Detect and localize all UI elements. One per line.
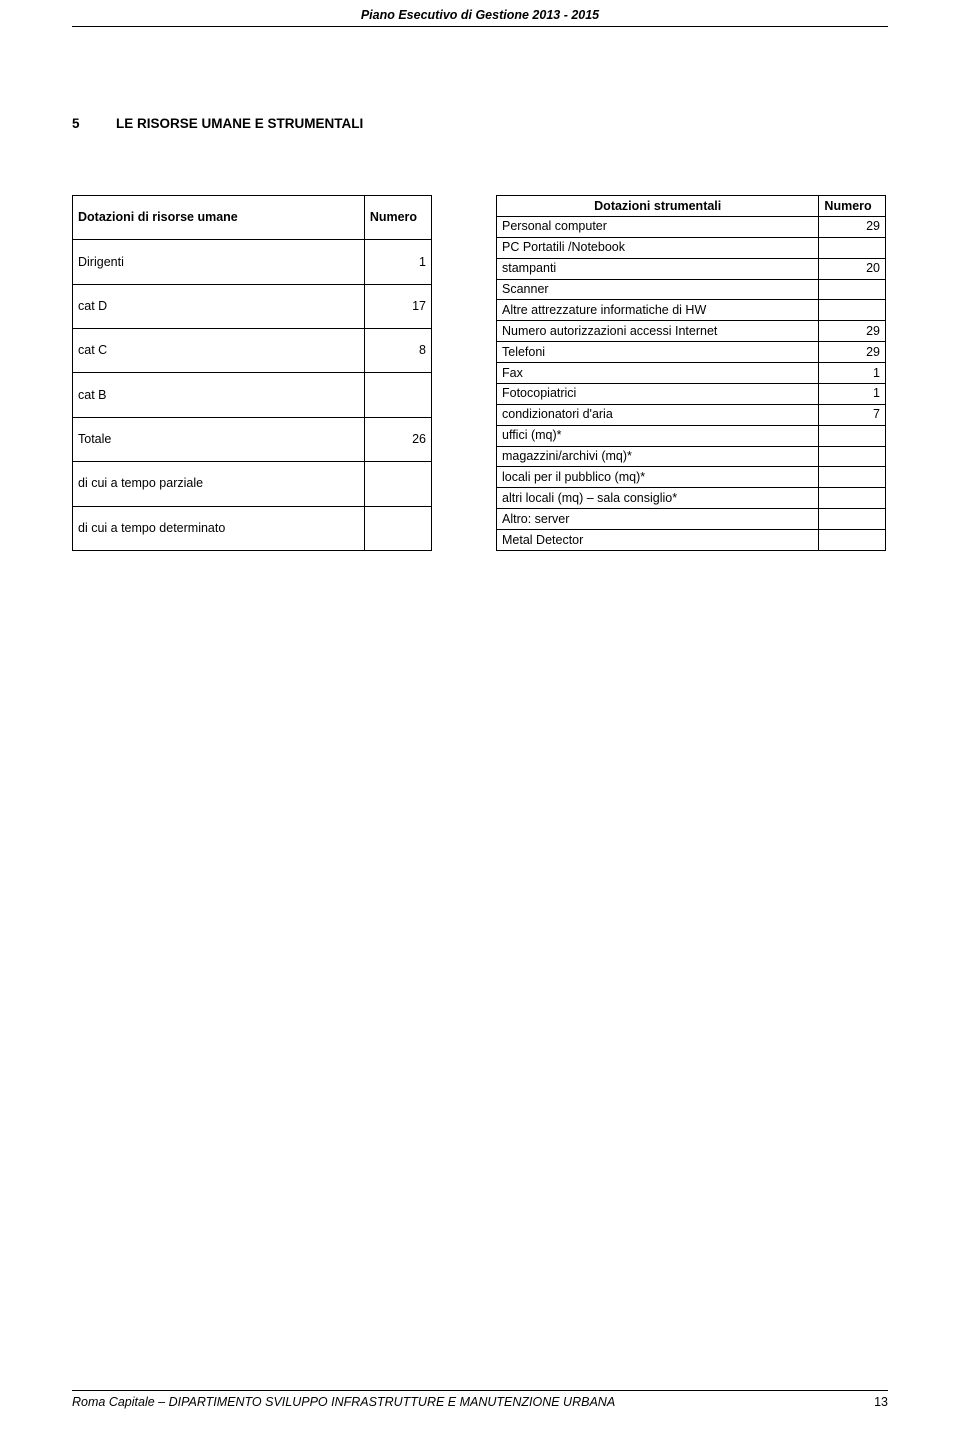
table-cell-label: di cui a tempo parziale — [73, 462, 365, 506]
table-cell-value — [819, 467, 886, 488]
footer-row: Roma Capitale – DIPARTIMENTO SVILUPPO IN… — [72, 1395, 888, 1409]
table-cell-label: Fotocopiatrici — [497, 383, 819, 404]
table-cell-label: altri locali (mq) – sala consiglio* — [497, 488, 819, 509]
table-cell-value — [364, 462, 431, 506]
section-title: LE RISORSE UMANE E STRUMENTALI — [116, 116, 363, 131]
table-cell-value: 8 — [364, 329, 431, 373]
table-body-left: Dirigenti1cat D17cat C8cat BTotale26di c… — [73, 240, 432, 551]
table-cell-value — [819, 509, 886, 530]
table-cell-value: 29 — [819, 342, 886, 363]
header-divider — [72, 26, 888, 27]
table-cell-label: di cui a tempo determinato — [73, 506, 365, 550]
table-cell-value: 20 — [819, 258, 886, 279]
table-row: Scanner — [497, 279, 886, 300]
table-header-row: Dotazioni strumentali Numero — [497, 196, 886, 217]
table-cell-label: Metal Detector — [497, 530, 819, 551]
table-body-right: Personal computer29PC Portatili /Noteboo… — [497, 216, 886, 550]
table-row: Dirigenti1 — [73, 240, 432, 284]
table-header-label: Dotazioni di risorse umane — [73, 196, 365, 240]
table-header-row: Dotazioni di risorse umane Numero — [73, 196, 432, 240]
table-cell-label: PC Portatili /Notebook — [497, 237, 819, 258]
table-row: di cui a tempo parziale — [73, 462, 432, 506]
page-header: Piano Esecutivo di Gestione 2013 - 2015 — [72, 0, 888, 32]
table-row: stampanti20 — [497, 258, 886, 279]
table-header-value: Numero — [819, 196, 886, 217]
table-cell-label: stampanti — [497, 258, 819, 279]
table-cell-value — [364, 373, 431, 417]
table-cell-value: 7 — [819, 404, 886, 425]
table-cell-value — [819, 446, 886, 467]
table-cell-value — [819, 530, 886, 551]
table-row: cat D17 — [73, 284, 432, 328]
table-row: Numero autorizzazioni accessi Internet29 — [497, 321, 886, 342]
section-heading: 5 LE RISORSE UMANE E STRUMENTALI — [72, 116, 888, 131]
table-cell-value: 1 — [364, 240, 431, 284]
table-header-label: Dotazioni strumentali — [497, 196, 819, 217]
table-risorse-umane: Dotazioni di risorse umane Numero Dirige… — [72, 195, 432, 551]
table-cell-label: Telefoni — [497, 342, 819, 363]
table-cell-value: 29 — [819, 216, 886, 237]
page-footer: Roma Capitale – DIPARTIMENTO SVILUPPO IN… — [72, 1390, 888, 1409]
table-dotazioni-strumentali: Dotazioni strumentali Numero Personal co… — [496, 195, 886, 551]
table-header-value: Numero — [364, 196, 431, 240]
table-row: locali per il pubblico (mq)* — [497, 467, 886, 488]
table-cell-value: 29 — [819, 321, 886, 342]
table-row: condizionatori d'aria7 — [497, 404, 886, 425]
table-cell-value: 17 — [364, 284, 431, 328]
table-cell-label: Personal computer — [497, 216, 819, 237]
table-row: cat C8 — [73, 329, 432, 373]
table-cell-label: uffici (mq)* — [497, 425, 819, 446]
table-cell-value — [819, 237, 886, 258]
table-cell-label: cat D — [73, 284, 365, 328]
table-cell-value — [819, 300, 886, 321]
table-cell-value — [819, 279, 886, 300]
table-cell-label: cat C — [73, 329, 365, 373]
table-cell-label: condizionatori d'aria — [497, 404, 819, 425]
table-row: Telefoni29 — [497, 342, 886, 363]
table-cell-label: Altro: server — [497, 509, 819, 530]
header-title: Piano Esecutivo di Gestione 2013 - 2015 — [72, 0, 888, 22]
footer-text: Roma Capitale – DIPARTIMENTO SVILUPPO IN… — [72, 1395, 615, 1409]
table-cell-label: Altre attrezzature informatiche di HW — [497, 300, 819, 321]
table-cell-label: Scanner — [497, 279, 819, 300]
table-cell-value: 26 — [364, 417, 431, 461]
table-cell-value — [364, 506, 431, 550]
table-row: Fax1 — [497, 363, 886, 384]
table-row: Totale26 — [73, 417, 432, 461]
footer-divider — [72, 1390, 888, 1391]
table-cell-value — [819, 488, 886, 509]
tables-row: Dotazioni di risorse umane Numero Dirige… — [72, 195, 888, 551]
table-row: Altre attrezzature informatiche di HW — [497, 300, 886, 321]
page-container: Piano Esecutivo di Gestione 2013 - 2015 … — [0, 0, 960, 1449]
footer-page-number: 13 — [874, 1395, 888, 1409]
table-cell-label: magazzini/archivi (mq)* — [497, 446, 819, 467]
table-row: Metal Detector — [497, 530, 886, 551]
table-cell-label: cat B — [73, 373, 365, 417]
table-row: Personal computer29 — [497, 216, 886, 237]
table-row: uffici (mq)* — [497, 425, 886, 446]
table-row: altri locali (mq) – sala consiglio* — [497, 488, 886, 509]
table-cell-value: 1 — [819, 383, 886, 404]
table-cell-value — [819, 425, 886, 446]
table-row: Fotocopiatrici1 — [497, 383, 886, 404]
table-cell-label: Totale — [73, 417, 365, 461]
section-number: 5 — [72, 116, 116, 131]
table-row: PC Portatili /Notebook — [497, 237, 886, 258]
table-cell-label: Fax — [497, 363, 819, 384]
table-cell-label: Dirigenti — [73, 240, 365, 284]
table-row: di cui a tempo determinato — [73, 506, 432, 550]
table-row: magazzini/archivi (mq)* — [497, 446, 886, 467]
table-cell-value: 1 — [819, 363, 886, 384]
table-row: Altro: server — [497, 509, 886, 530]
table-cell-label: locali per il pubblico (mq)* — [497, 467, 819, 488]
table-row: cat B — [73, 373, 432, 417]
table-cell-label: Numero autorizzazioni accessi Internet — [497, 321, 819, 342]
